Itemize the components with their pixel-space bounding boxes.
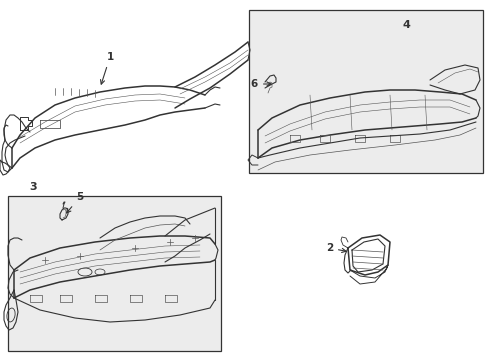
Text: 6: 6 [251,79,271,89]
Text: 2: 2 [326,243,346,253]
Text: 3: 3 [29,182,37,192]
Bar [249,10,483,173]
Text: 1: 1 [100,52,114,84]
Text: 4: 4 [402,20,410,30]
Text: 5: 5 [67,192,84,213]
Bar [8,196,221,351]
